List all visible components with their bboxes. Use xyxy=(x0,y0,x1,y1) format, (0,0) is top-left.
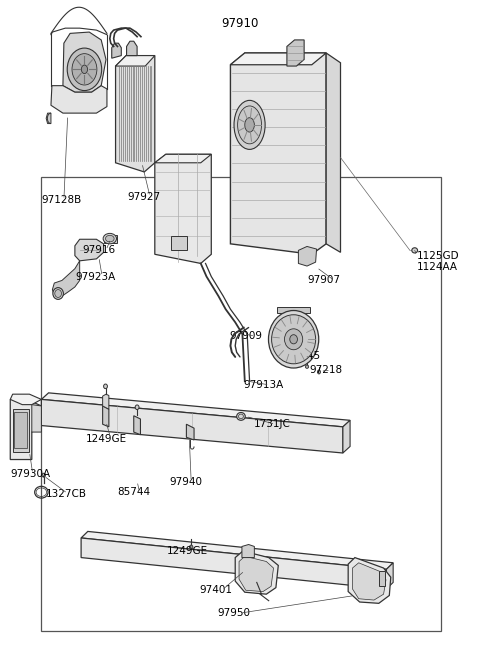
Polygon shape xyxy=(116,56,155,66)
Ellipse shape xyxy=(290,335,298,344)
Polygon shape xyxy=(186,424,194,440)
Text: 1731JC: 1731JC xyxy=(253,419,290,429)
Text: 1249GE: 1249GE xyxy=(86,434,127,443)
Ellipse shape xyxy=(72,54,97,85)
Text: 97945: 97945 xyxy=(288,351,321,362)
Polygon shape xyxy=(103,394,109,409)
Polygon shape xyxy=(343,421,350,453)
Text: 97913A: 97913A xyxy=(244,380,284,390)
Polygon shape xyxy=(41,393,350,427)
Polygon shape xyxy=(75,239,104,261)
Ellipse shape xyxy=(318,370,321,374)
Text: 97909: 97909 xyxy=(229,331,263,341)
Polygon shape xyxy=(127,41,137,56)
Text: 97927: 97927 xyxy=(128,192,161,202)
Polygon shape xyxy=(46,113,51,124)
Polygon shape xyxy=(239,556,274,591)
Text: 97907: 97907 xyxy=(307,276,340,286)
Polygon shape xyxy=(242,544,254,557)
Bar xyxy=(277,307,310,313)
Text: 97910: 97910 xyxy=(221,17,259,30)
Polygon shape xyxy=(51,86,107,113)
Ellipse shape xyxy=(412,248,418,253)
Ellipse shape xyxy=(42,474,46,477)
Text: 97940: 97940 xyxy=(169,477,202,487)
Ellipse shape xyxy=(238,106,262,144)
Polygon shape xyxy=(386,563,393,589)
Text: 97923A: 97923A xyxy=(75,272,115,282)
Ellipse shape xyxy=(103,233,117,244)
Ellipse shape xyxy=(135,405,139,409)
Text: 1327CB: 1327CB xyxy=(46,489,87,498)
Polygon shape xyxy=(299,246,317,266)
Ellipse shape xyxy=(237,413,245,421)
Text: 97401: 97401 xyxy=(199,586,232,595)
Polygon shape xyxy=(155,155,211,163)
Text: 97950: 97950 xyxy=(217,608,251,618)
Polygon shape xyxy=(348,557,391,603)
Ellipse shape xyxy=(104,384,108,388)
Polygon shape xyxy=(63,32,106,92)
Polygon shape xyxy=(287,40,304,66)
Text: 1125GD: 1125GD xyxy=(417,251,460,261)
Bar xyxy=(12,409,29,452)
Bar xyxy=(104,234,117,242)
Polygon shape xyxy=(134,416,141,435)
Ellipse shape xyxy=(106,235,114,242)
Ellipse shape xyxy=(55,290,61,297)
Ellipse shape xyxy=(245,118,254,132)
Ellipse shape xyxy=(81,65,87,73)
Text: 97218: 97218 xyxy=(309,365,342,375)
Ellipse shape xyxy=(190,545,193,549)
Ellipse shape xyxy=(305,365,309,368)
Ellipse shape xyxy=(285,329,303,350)
Ellipse shape xyxy=(268,310,319,368)
Ellipse shape xyxy=(234,100,265,149)
Polygon shape xyxy=(41,400,343,453)
Polygon shape xyxy=(10,394,41,405)
Polygon shape xyxy=(230,53,326,65)
Bar xyxy=(41,177,441,631)
Text: 1124AA: 1124AA xyxy=(417,263,458,272)
Polygon shape xyxy=(81,538,386,589)
Ellipse shape xyxy=(53,288,63,299)
Polygon shape xyxy=(52,261,80,296)
Text: 85744: 85744 xyxy=(117,487,150,497)
Polygon shape xyxy=(116,56,155,172)
Ellipse shape xyxy=(272,315,316,364)
Polygon shape xyxy=(326,53,340,252)
Polygon shape xyxy=(235,551,278,594)
Text: 97128B: 97128B xyxy=(41,195,82,205)
Text: 97930A: 97930A xyxy=(10,469,50,479)
Polygon shape xyxy=(155,155,211,263)
Polygon shape xyxy=(32,405,41,432)
Polygon shape xyxy=(352,563,386,600)
Polygon shape xyxy=(81,531,393,569)
Text: 1249GE: 1249GE xyxy=(167,546,208,556)
Ellipse shape xyxy=(67,48,102,90)
Text: 97916: 97916 xyxy=(82,246,115,255)
Polygon shape xyxy=(230,53,326,254)
Polygon shape xyxy=(112,43,121,58)
Polygon shape xyxy=(170,236,187,250)
Polygon shape xyxy=(103,406,109,427)
Bar xyxy=(379,571,385,586)
Polygon shape xyxy=(10,400,41,460)
Bar xyxy=(14,413,27,449)
